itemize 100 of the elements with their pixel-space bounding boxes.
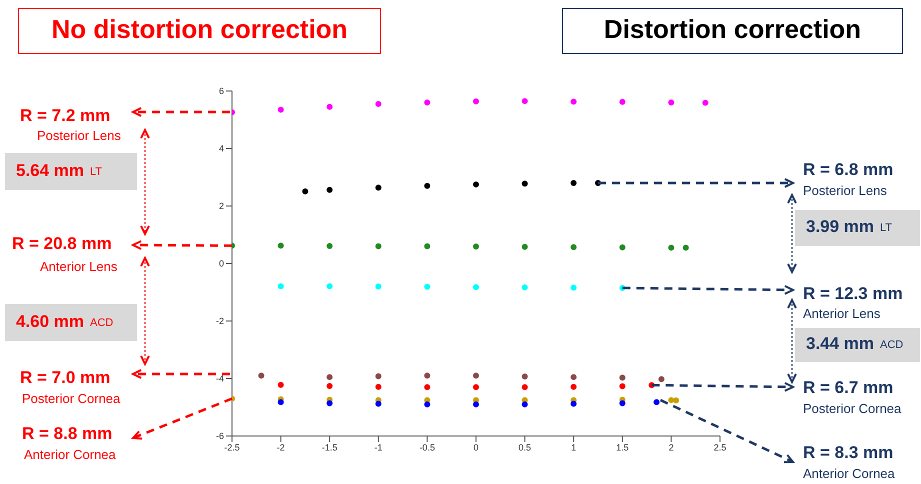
point bbox=[570, 384, 577, 390]
point bbox=[522, 384, 528, 390]
text: Anterior Lens bbox=[40, 259, 118, 275]
point bbox=[375, 373, 382, 380]
point bbox=[326, 400, 333, 406]
x-tick-label: 0 bbox=[473, 442, 479, 452]
y-tick-label: -2 bbox=[216, 316, 224, 326]
point bbox=[522, 401, 528, 408]
point bbox=[326, 104, 333, 110]
point bbox=[278, 399, 284, 406]
text: Posterior Cornea bbox=[803, 401, 902, 417]
x-tick-label: -1 bbox=[374, 442, 382, 452]
point bbox=[570, 374, 577, 380]
point bbox=[619, 244, 626, 250]
point bbox=[522, 180, 528, 187]
y-tick-label: 6 bbox=[218, 86, 224, 96]
point bbox=[424, 372, 430, 379]
point bbox=[424, 384, 430, 390]
annotation: R = 6.7 mm bbox=[803, 378, 894, 398]
point bbox=[302, 188, 308, 194]
text: LT bbox=[880, 222, 892, 236]
point bbox=[654, 399, 660, 406]
point bbox=[375, 400, 382, 407]
text: 3.44 mm bbox=[806, 334, 874, 354]
annotation: R = 12.3 mm bbox=[803, 284, 903, 304]
text: R = 7.2 mm bbox=[20, 106, 110, 126]
point bbox=[473, 372, 479, 379]
point bbox=[326, 283, 333, 290]
point bbox=[522, 98, 528, 104]
point bbox=[473, 244, 479, 250]
point bbox=[658, 376, 664, 382]
point bbox=[424, 182, 430, 189]
point bbox=[668, 100, 674, 106]
point bbox=[570, 180, 577, 186]
point bbox=[258, 372, 264, 379]
point bbox=[522, 373, 528, 380]
point bbox=[619, 98, 626, 105]
point bbox=[326, 374, 333, 380]
text: Distortion correction bbox=[602, 14, 862, 46]
annotation: R = 6.8 mm bbox=[803, 160, 894, 180]
text: ACD bbox=[880, 339, 904, 352]
x-tick-label: -2 bbox=[276, 442, 285, 452]
point bbox=[375, 184, 382, 191]
point bbox=[570, 284, 577, 291]
text: LT bbox=[90, 166, 102, 180]
text: 5.64 mm bbox=[16, 161, 84, 182]
point bbox=[570, 98, 577, 105]
point bbox=[673, 397, 680, 404]
point bbox=[668, 244, 674, 251]
text: Anterior Lens bbox=[803, 306, 880, 322]
point bbox=[619, 374, 626, 381]
point bbox=[522, 284, 528, 290]
text: Anterior Cornea bbox=[803, 466, 895, 482]
x-tick-label: -1.5 bbox=[322, 442, 338, 452]
point bbox=[424, 401, 430, 408]
annotation: R = 20.8 mm bbox=[12, 234, 112, 254]
point bbox=[473, 98, 479, 104]
x-tick-label: -0.5 bbox=[419, 442, 435, 452]
point bbox=[375, 243, 382, 250]
point bbox=[326, 242, 333, 249]
point bbox=[424, 100, 430, 106]
x-tick-label: 2 bbox=[668, 442, 674, 452]
y-tick-label: 2 bbox=[218, 201, 224, 212]
point bbox=[375, 384, 382, 390]
point bbox=[326, 186, 333, 193]
point bbox=[278, 382, 284, 388]
text: ACD bbox=[90, 317, 114, 330]
point bbox=[473, 284, 479, 290]
y-tick-label: 0 bbox=[218, 258, 224, 269]
x-tick-label: 1 bbox=[571, 442, 576, 452]
annotation: R = 8.3 mm bbox=[803, 443, 894, 464]
point bbox=[570, 244, 577, 250]
point bbox=[375, 100, 382, 107]
x-tick-label: -2.5 bbox=[224, 442, 240, 452]
point bbox=[522, 244, 528, 250]
y-tick-label: -6 bbox=[216, 431, 224, 442]
point bbox=[702, 100, 708, 106]
point bbox=[278, 242, 284, 249]
y-tick-label: -4 bbox=[216, 374, 224, 384]
point bbox=[278, 106, 284, 113]
x-tick-label: 2.5 bbox=[714, 442, 726, 452]
point bbox=[682, 244, 689, 251]
annotation: R = 8.8 mm bbox=[22, 424, 112, 444]
point bbox=[424, 284, 430, 290]
text: Posterior Cornea bbox=[22, 391, 120, 407]
point bbox=[424, 243, 430, 250]
text: 3.99 mm bbox=[806, 217, 874, 238]
text: Posterior Lens bbox=[803, 183, 887, 199]
x-tick-label: 1.5 bbox=[616, 442, 629, 452]
point bbox=[570, 400, 577, 407]
point bbox=[326, 382, 333, 389]
text: 4.60 mm bbox=[16, 312, 84, 332]
point bbox=[619, 400, 626, 406]
point bbox=[473, 401, 479, 408]
text: Anterior Cornea bbox=[24, 447, 116, 463]
x-tick-label: 0.5 bbox=[518, 442, 532, 452]
point bbox=[619, 383, 626, 390]
text: No distortion correction bbox=[50, 14, 349, 46]
point bbox=[375, 284, 382, 290]
text: Posterior Lens bbox=[37, 128, 121, 144]
